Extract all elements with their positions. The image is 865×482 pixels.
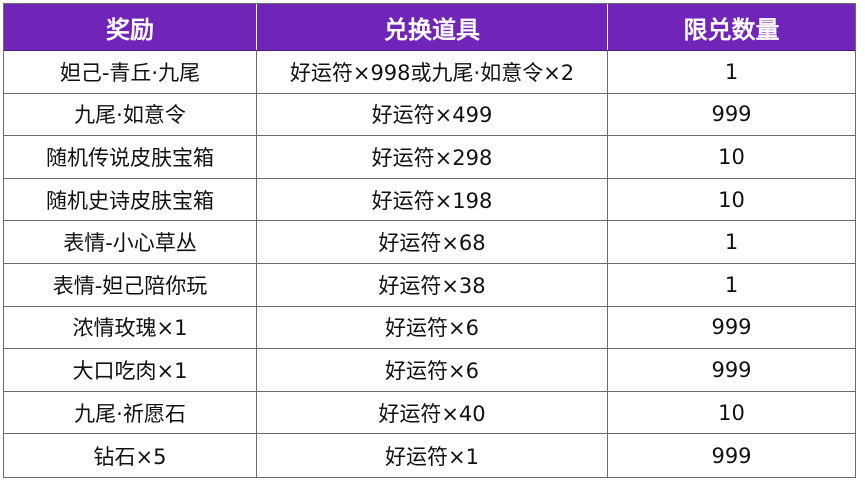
exchange-item-cell: 好运符×68 (257, 221, 608, 263)
exchange-table: 奖励 兑换道具 限兑数量 妲己-青丘·九尾 好运符×998或九尾·如意令×2 1… (3, 3, 856, 478)
limit-cell: 999 (711, 315, 752, 340)
table-row: 妲己-青丘·九尾 好运符×998或九尾·如意令×2 1 (4, 51, 855, 94)
exchange-item-cell: 好运符×998或九尾·如意令×2 (257, 51, 608, 93)
exchange-item-cell: 好运符×198 (257, 178, 608, 221)
header-reward: 奖励 (4, 4, 257, 50)
limit-cell: 10 (718, 400, 745, 425)
exchange-item-cell: 好运符×298 (257, 136, 608, 178)
reward-cell: 九尾·如意令 (4, 93, 257, 136)
limit-cell: 1 (724, 272, 739, 297)
limit-cell: 999 (711, 102, 752, 127)
exchange-item-cell: 好运符×6 (257, 306, 608, 349)
limit-cell: 999 (711, 357, 752, 382)
limit-cell: 10 (718, 144, 745, 169)
table-row: 表情-小心草丛 好运符×68 1 (4, 221, 855, 264)
exchange-item-cell: 好运符×499 (257, 93, 608, 136)
limit-cell: 10 (718, 187, 745, 212)
reward-cell: 大口吃肉×1 (4, 349, 257, 391)
exchange-item-cell: 好运符×38 (257, 263, 608, 306)
table-row: 随机传说皮肤宝箱 好运符×298 10 (4, 136, 855, 179)
table-row: 九尾·祈愿石 好运符×40 10 (4, 391, 855, 435)
reward-cell: 表情-小心草丛 (4, 221, 257, 263)
reward-cell: 随机传说皮肤宝箱 (4, 136, 257, 178)
table-row: 随机史诗皮肤宝箱 好运符×198 10 (4, 178, 855, 222)
limit-cell: 1 (724, 230, 739, 255)
reward-cell: 妲己-青丘·九尾 (4, 51, 257, 93)
table-header: 奖励 兑换道具 限兑数量 (4, 4, 855, 51)
limit-cell: 1 (724, 59, 739, 84)
table-row: 大口吃肉×1 好运符×6 999 (4, 349, 855, 392)
exchange-item-cell: 好运符×6 (257, 349, 608, 391)
header-exchange-item: 兑换道具 (257, 4, 608, 50)
table-row: 浓情玫瑰×1 好运符×6 999 (4, 306, 855, 350)
reward-cell: 钻石×5 (4, 434, 257, 477)
reward-cell: 随机史诗皮肤宝箱 (4, 178, 257, 221)
reward-cell: 浓情玫瑰×1 (4, 306, 257, 349)
header-limit: 限兑数量 (683, 15, 780, 44)
table-row: 九尾·如意令 好运符×499 999 (4, 93, 855, 137)
exchange-item-cell: 好运符×1 (257, 434, 608, 477)
table-row: 钻石×5 好运符×1 999 (4, 434, 855, 477)
limit-cell: 999 (711, 443, 752, 468)
table-row: 表情-妲己陪你玩 好运符×38 1 (4, 263, 855, 307)
reward-cell: 表情-妲己陪你玩 (4, 263, 257, 306)
reward-cell: 九尾·祈愿石 (4, 391, 257, 434)
exchange-item-cell: 好运符×40 (257, 391, 608, 434)
